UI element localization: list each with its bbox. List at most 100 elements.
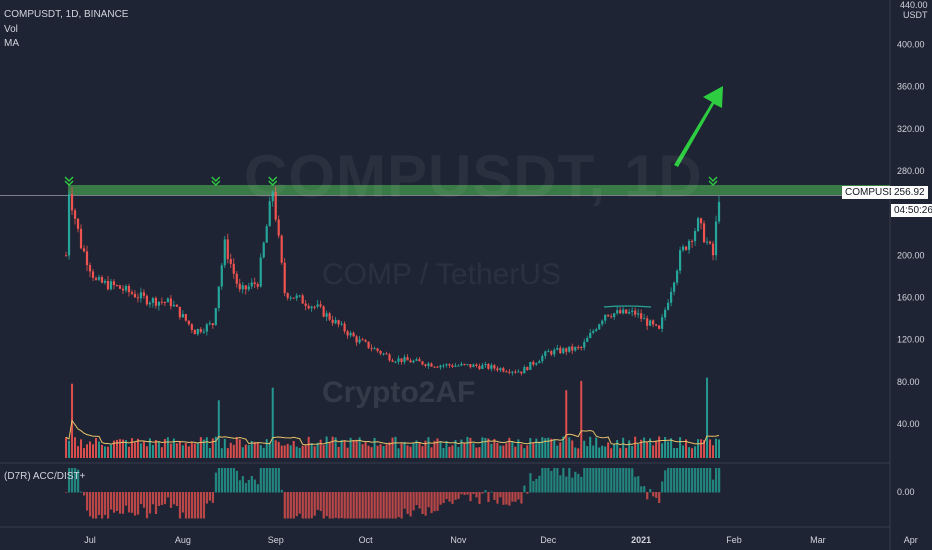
oscillator-bar [430,492,433,514]
candle-body [112,281,116,286]
oscillator-bar [667,468,670,493]
candle-body [589,332,592,338]
peak-chevron [268,176,278,186]
oscillator-bar [211,492,215,503]
volume-bar [208,447,211,458]
volume-bar [520,444,523,458]
oscillator-bar [595,468,598,493]
oscillator-bar [517,492,520,500]
oscillator-bar [445,492,448,500]
oscillator-bar [538,475,541,493]
time-tick-label: Mar [810,535,826,545]
volume-bar [379,444,382,458]
oscillator-bar [574,471,577,493]
oscillator-bar [382,492,385,519]
oscillator-bar [487,492,490,503]
oscillator-bar [343,492,346,519]
oscillator-bar [673,468,676,493]
candle-body [271,191,274,202]
candle-body [334,320,337,324]
volume-bar [589,436,592,458]
oscillator-bar [607,468,610,493]
oscillator-bar [493,492,496,500]
candle-body [160,301,163,303]
candle-body [340,323,343,325]
candle-body [388,354,391,361]
support-line [603,305,652,308]
candle-body [541,356,544,362]
candle-body [370,347,373,349]
oscillator-bar [250,475,253,493]
volume-bar [511,441,514,458]
volume-bar [625,447,628,458]
time-tick-label: Feb [726,535,742,545]
candle-body [298,295,301,297]
oscillator-bar [703,468,706,493]
volume-bar [595,437,598,458]
oscillator-bar [169,492,173,508]
volume-bar [127,446,130,458]
candle-body [262,242,265,258]
candle-body [178,306,181,318]
candle-body [310,306,313,309]
candle-body [472,364,475,368]
candle-body [103,280,107,283]
oscillator-group [65,468,721,519]
time-tick-label: Apr [904,535,918,545]
oscillator-bar [442,492,445,504]
oscillator-bar [187,492,191,519]
oscillator-bar [103,492,107,515]
last-price-tag: 256.92 [891,186,928,199]
candle-body [502,368,505,372]
volume-bar [439,441,442,458]
oscillator-bar [634,476,637,493]
oscillator-bar [592,468,595,493]
oscillator-bar [472,492,475,495]
price-tick-label: 80.00 [897,377,920,387]
volume-legend[interactable]: Vol [4,24,18,35]
oscillator-bar [325,492,328,517]
candle-body [250,282,253,287]
volume-bar [679,437,682,458]
volume-bar [418,442,421,458]
candle-body [684,246,688,250]
oscillator-bar [166,492,170,498]
indicator-label[interactable]: (D7R) ACC/DIST+ [4,471,86,482]
oscillator-bar [313,492,316,516]
volume-bar [697,439,700,458]
candle-body [85,251,89,266]
volume-bar [373,437,376,458]
oscillator-bar [307,492,310,519]
volume-bar [688,447,691,458]
volume-bar [436,438,439,458]
candle-body [286,293,289,298]
volume-bar [151,444,154,458]
oscillator-bar [274,468,277,493]
volume-bar [391,437,394,458]
candle-body [97,277,101,280]
time-tick-label: Dec [540,535,557,545]
ma-legend[interactable]: MA [4,38,19,49]
candle-body [421,361,424,365]
chart-title[interactable]: COMPUSDT, 1D, BINANCE [4,9,129,20]
candle-body [505,371,508,373]
oscillator-bar [679,468,682,493]
candle-body [241,285,244,290]
oscillator-bar [391,492,394,519]
oscillator-bar [718,468,721,493]
volume-bar [196,442,199,458]
oscillator-bar [637,476,640,493]
candle-body [454,365,457,367]
volume-bar [217,400,220,458]
volume-bar [544,438,547,458]
oscillator-bar [367,492,370,519]
candle-body [601,320,604,325]
oscillator-bar [631,468,634,493]
candle-body [511,371,514,373]
volume-bar [277,441,280,458]
oscillator-bar [421,492,424,515]
candle-body [466,364,469,366]
volume-bar [199,437,202,458]
volume-bar [523,448,526,458]
